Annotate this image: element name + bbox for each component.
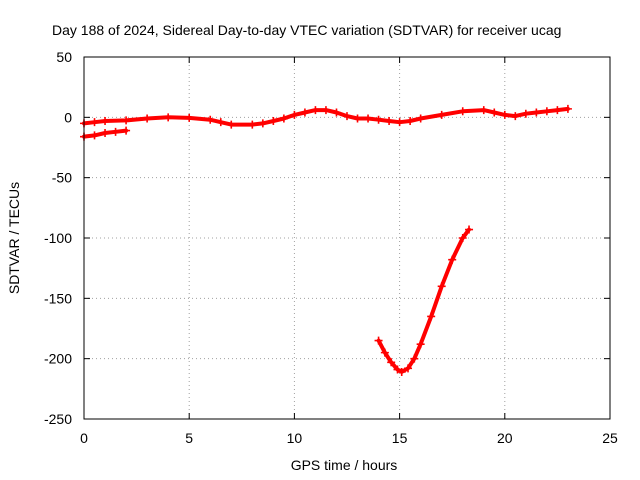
x-tick-label: 5	[185, 430, 193, 446]
data-point	[164, 113, 173, 122]
series-main-band	[80, 104, 572, 129]
data-point	[216, 118, 225, 127]
data-point	[321, 106, 330, 115]
data-point	[111, 127, 120, 136]
data-point	[101, 116, 110, 125]
data-point	[332, 108, 341, 117]
data-point	[490, 108, 499, 117]
x-tick-label: 0	[80, 430, 88, 446]
data-point	[448, 255, 457, 264]
data-point	[404, 364, 413, 373]
data-point	[479, 106, 488, 115]
data-point	[397, 367, 406, 376]
data-point	[437, 282, 446, 291]
data-point	[385, 116, 394, 125]
series-offset-segment	[80, 126, 131, 141]
data-point	[380, 348, 389, 357]
data-point	[300, 108, 309, 117]
data-point	[511, 112, 520, 121]
data-point	[206, 115, 215, 124]
plot-frame	[83, 56, 611, 420]
data-point	[563, 104, 572, 113]
data-point	[90, 118, 99, 127]
data-point	[227, 120, 236, 129]
chart-title: Day 188 of 2024, Sidereal Day-to-day VTE…	[52, 22, 561, 38]
data-point	[101, 129, 110, 138]
x-tick-label: 10	[287, 430, 303, 446]
data-point	[353, 114, 362, 123]
data-point	[258, 119, 267, 128]
y-tick-label: -100	[44, 230, 72, 246]
series-line	[376, 227, 471, 374]
data-point	[437, 110, 446, 119]
data-point	[290, 110, 299, 119]
plot-area	[80, 104, 572, 376]
data-point	[279, 114, 288, 123]
data-point	[122, 126, 131, 135]
x-tick-label: 20	[497, 430, 513, 446]
y-tick-label: -200	[44, 351, 72, 367]
y-tick-label: 0	[64, 109, 72, 125]
data-point	[427, 312, 436, 321]
data-point	[500, 110, 509, 119]
data-point	[395, 118, 404, 127]
y-tick-label: -150	[44, 290, 72, 306]
x-tick-label: 15	[392, 430, 408, 446]
data-point	[458, 107, 467, 116]
data-point	[374, 336, 383, 345]
tick-labels: 0 5 10 15 20 25 -250 -200 -150 -100 -50 0 50	[44, 49, 618, 446]
data-point	[532, 108, 541, 117]
y-tick-label: -50	[52, 170, 72, 186]
y-tick-label: -250	[44, 411, 72, 427]
data-point	[416, 340, 425, 349]
data-point	[542, 107, 551, 116]
data-point	[185, 113, 194, 122]
x-axis-label: GPS time / hours	[291, 457, 398, 473]
data-point	[458, 234, 467, 242]
data-point	[410, 354, 419, 363]
data-point	[387, 358, 396, 367]
x-tick-label: 25	[602, 430, 618, 446]
data-point	[416, 114, 425, 123]
data-point	[248, 120, 257, 129]
data-point	[269, 116, 278, 125]
data-point	[343, 112, 351, 121]
data-point	[122, 116, 131, 125]
data-point	[553, 106, 562, 115]
y-axis-label: SDTVAR / TECUs	[6, 182, 22, 294]
data-point	[393, 365, 402, 374]
series-dip-arc	[374, 225, 474, 376]
y-tick-label: 50	[56, 49, 72, 65]
data-point	[90, 131, 99, 140]
data-point	[143, 114, 152, 123]
data-point	[311, 106, 320, 115]
data-point	[465, 225, 474, 234]
data-point	[374, 115, 383, 124]
data-point	[406, 116, 415, 125]
data-point	[364, 114, 373, 123]
data-point	[521, 109, 530, 118]
